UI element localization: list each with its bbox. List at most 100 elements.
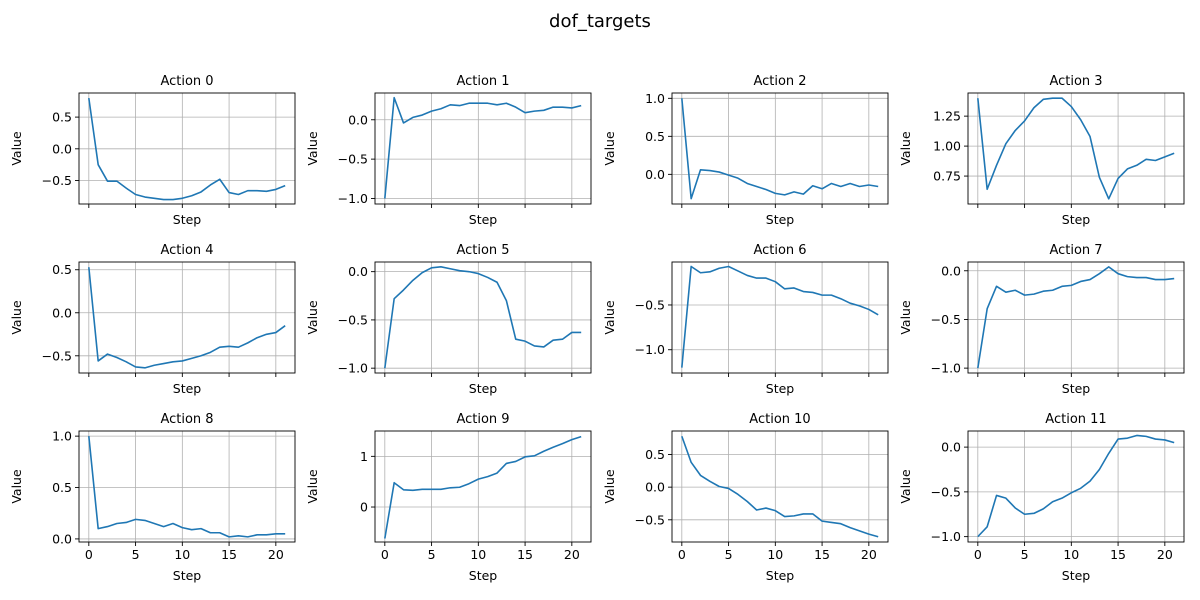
axes-frame — [671, 261, 889, 374]
subplot-action-1: −1.0 −0.5 0.0 Action 1 Step Value — [305, 74, 592, 227]
panel-title: Action 3 — [1049, 74, 1102, 89]
y-tick-label: −0.5 — [931, 484, 961, 499]
y-tick-label: 0.0 — [941, 440, 961, 455]
subplot-action-9: 0 5 10 15 20 0 1 Action 9 Step Value — [305, 412, 592, 583]
y-tick-label: −0.5 — [931, 312, 961, 327]
subplot-action-5: −1.0 −0.5 0.0 Action 5 Step Value — [305, 243, 592, 396]
subplot-action-2: 0.0 0.5 1.0 Action 2 Step Value — [602, 74, 889, 227]
x-axis-title: Step — [469, 381, 498, 396]
y-tick-label: −0.5 — [338, 152, 368, 167]
y-tick-label: −0.5 — [635, 297, 665, 312]
axes-frame — [374, 92, 592, 205]
series-line — [384, 266, 582, 369]
axes-frame — [967, 92, 1185, 205]
panel-title: Action 5 — [456, 243, 509, 258]
y-tick-label: 0.5 — [52, 262, 72, 277]
x-axis-title: Step — [1062, 381, 1091, 396]
axes-frame — [374, 261, 592, 374]
panel-title: Action 6 — [753, 243, 806, 258]
x-tick-label: 0 — [381, 547, 389, 562]
y-tick-label: 0.0 — [645, 167, 665, 182]
y-tick-label: −0.5 — [42, 348, 72, 363]
panel-title: Action 4 — [160, 243, 213, 258]
x-axis-title: Step — [173, 212, 202, 227]
x-tick-label: 5 — [428, 547, 436, 562]
panel-title: Action 10 — [749, 412, 810, 427]
y-axis-title: Value — [305, 469, 320, 504]
panel-title: Action 8 — [160, 412, 213, 427]
y-tick-label: 0.75 — [933, 169, 961, 184]
y-axis-title: Value — [9, 131, 24, 166]
x-axis-title: Step — [173, 381, 202, 396]
series-line — [681, 435, 879, 538]
y-tick-label: 0 — [360, 500, 368, 515]
y-tick-label: 1 — [360, 449, 368, 464]
y-axis-title: Value — [898, 469, 913, 504]
y-axis-title: Value — [602, 469, 617, 504]
x-tick-label: 20 — [268, 547, 284, 562]
x-tick-label: 15 — [814, 547, 830, 562]
y-tick-label: 0.0 — [348, 112, 368, 127]
subplot-action-4: −0.5 0.0 0.5 Action 4 Step Value — [9, 243, 296, 396]
subplot-action-10: 0 5 10 15 20 −0.5 0.0 0.5 Action 10 Step Value — [602, 412, 889, 583]
panel-title: Action 7 — [1049, 243, 1102, 258]
series-line — [88, 436, 286, 538]
subplot-action-0: −0.5 0.0 0.5 Action 0 Step Value — [9, 74, 296, 227]
x-axis-title: Step — [766, 381, 795, 396]
x-tick-label: 10 — [767, 547, 783, 562]
y-tick-label: 1.25 — [933, 109, 961, 124]
x-axis-title: Step — [1062, 212, 1091, 227]
y-axis-title: Value — [898, 300, 913, 335]
subplot-action-8: 0 5 10 15 20 0.0 0.5 1.0 Action 8 Step Value — [9, 412, 296, 583]
x-axis-title: Step — [173, 568, 202, 583]
x-tick-label: 0 — [678, 547, 686, 562]
subplot-action-11: 0 5 10 15 20 −1.0 −0.5 0.0 Action 11 Step Value — [898, 412, 1185, 583]
y-axis-title: Value — [602, 131, 617, 166]
y-tick-label: −0.5 — [338, 312, 368, 327]
x-tick-label: 20 — [1157, 547, 1173, 562]
y-axis-title: Value — [305, 300, 320, 335]
y-tick-label: −0.5 — [42, 173, 72, 188]
y-tick-label: −0.5 — [635, 512, 665, 527]
axes-frame — [671, 430, 889, 543]
figure-suptitle: dof_targets — [549, 11, 651, 32]
series-line — [977, 97, 1175, 200]
y-tick-label: 0.5 — [52, 110, 72, 125]
y-tick-label: 0.5 — [645, 447, 665, 462]
axes-frame — [671, 92, 889, 205]
y-axis-title: Value — [305, 131, 320, 166]
y-tick-label: 0.0 — [52, 531, 72, 546]
axes-frame — [78, 430, 296, 543]
x-tick-label: 5 — [1021, 547, 1029, 562]
axes-frame — [78, 261, 296, 374]
y-tick-label: 1.0 — [645, 91, 665, 106]
y-tick-label: 0.0 — [348, 264, 368, 279]
panel-title: Action 2 — [753, 74, 806, 89]
y-tick-label: 0.0 — [941, 263, 961, 278]
x-tick-label: 10 — [174, 547, 190, 562]
series-line — [384, 435, 582, 539]
x-axis-title: Step — [766, 212, 795, 227]
series-line — [977, 434, 1175, 538]
y-tick-label: 0.5 — [645, 129, 665, 144]
x-tick-label: 5 — [725, 547, 733, 562]
subplot-grid: −0.5 0.0 0.5 Action 0 Step Value −1.0 −0.5 0.0 Ac… — [9, 74, 1185, 583]
y-tick-label: 0.0 — [52, 141, 72, 156]
subplot-action-3: 0.75 1.00 1.25 Action 3 Step Value — [898, 74, 1185, 227]
y-tick-label: −1.0 — [931, 361, 961, 376]
y-tick-label: 1.00 — [933, 139, 961, 154]
x-tick-label: 20 — [861, 547, 877, 562]
y-axis-title: Value — [9, 469, 24, 504]
panel-title: Action 0 — [160, 74, 213, 89]
series-line — [88, 97, 286, 201]
y-tick-label: 1.0 — [52, 429, 72, 444]
x-tick-label: 15 — [1110, 547, 1126, 562]
x-tick-label: 10 — [470, 547, 486, 562]
y-tick-label: −1.0 — [635, 342, 665, 357]
series-line — [384, 96, 582, 199]
x-tick-label: 10 — [1063, 547, 1079, 562]
x-tick-label: 15 — [221, 547, 237, 562]
panel-title: Action 9 — [456, 412, 509, 427]
x-tick-label: 15 — [517, 547, 533, 562]
